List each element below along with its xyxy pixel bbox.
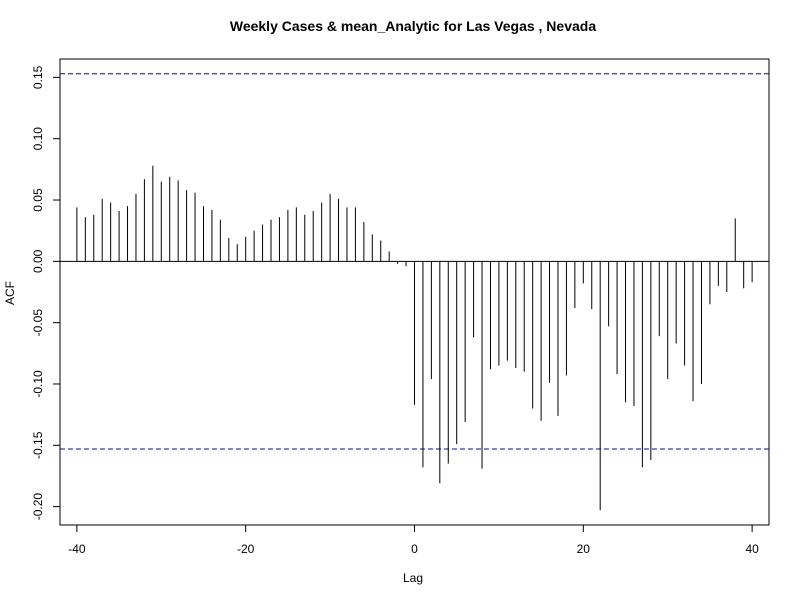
y-axis: -0.20 -0.15 -0.10 -0.05 0.00 0.05 0.10 0.15 (31, 65, 61, 521)
y-tick-label: 0.00 (31, 249, 45, 273)
y-tick-label: 0.15 (31, 65, 45, 89)
x-tick-label: -20 (237, 542, 255, 556)
x-tick-label: 20 (577, 542, 591, 556)
acf-bars (76, 165, 753, 511)
y-tick-label: -0.20 (31, 493, 45, 521)
y-tick-label: 0.10 (31, 127, 45, 151)
y-axis-label: ACF (3, 281, 17, 305)
chart-title: Weekly Cases & mean_Analytic for Las Veg… (230, 18, 596, 34)
x-tick-label: 40 (745, 542, 759, 556)
x-tick-label: 0 (411, 542, 418, 556)
confidence-bounds (60, 73, 769, 450)
x-tick-label: -40 (68, 542, 86, 556)
y-tick-label: -0.05 (31, 309, 45, 337)
y-tick-label: -0.15 (31, 431, 45, 459)
y-tick-label: -0.10 (31, 370, 45, 398)
x-axis: -40 -20 0 20 40 (68, 524, 759, 556)
x-axis-label: Lag (403, 571, 423, 585)
y-tick-label: 0.05 (31, 188, 45, 212)
